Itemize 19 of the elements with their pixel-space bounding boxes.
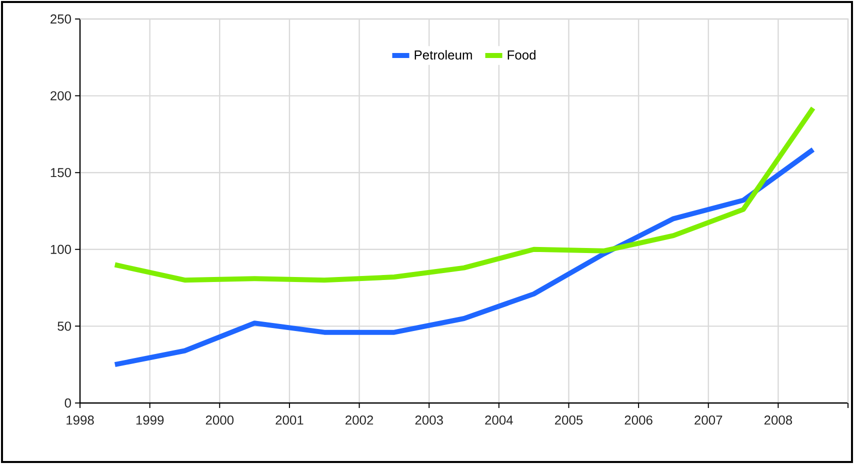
x-tick-label: 2007: [694, 416, 722, 425]
y-tick-label: 0: [64, 398, 72, 408]
y-tick-label: 250: [50, 14, 72, 24]
y-tick-label: 50: [58, 322, 72, 331]
legend-label: Petroleum: [414, 50, 472, 60]
x-tick-label: 2001: [276, 416, 304, 425]
legend-label: Food: [508, 50, 536, 60]
x-tick-label: 2002: [346, 416, 374, 425]
x-tick-label: 2006: [624, 416, 652, 425]
x-tick-label: 1998: [66, 416, 94, 425]
x-tick-label: 2000: [206, 416, 234, 425]
x-tick-label: 2004: [485, 416, 513, 425]
x-tick-label: 2005: [554, 416, 583, 425]
x-tick-label: 1999: [136, 416, 164, 425]
y-tick-label: 100: [50, 244, 72, 254]
x-tick-label: 2008: [764, 416, 792, 425]
y-tick-label: 150: [50, 168, 72, 178]
x-tick-label: 2003: [415, 416, 443, 425]
y-tick-label: 200: [50, 91, 72, 100]
